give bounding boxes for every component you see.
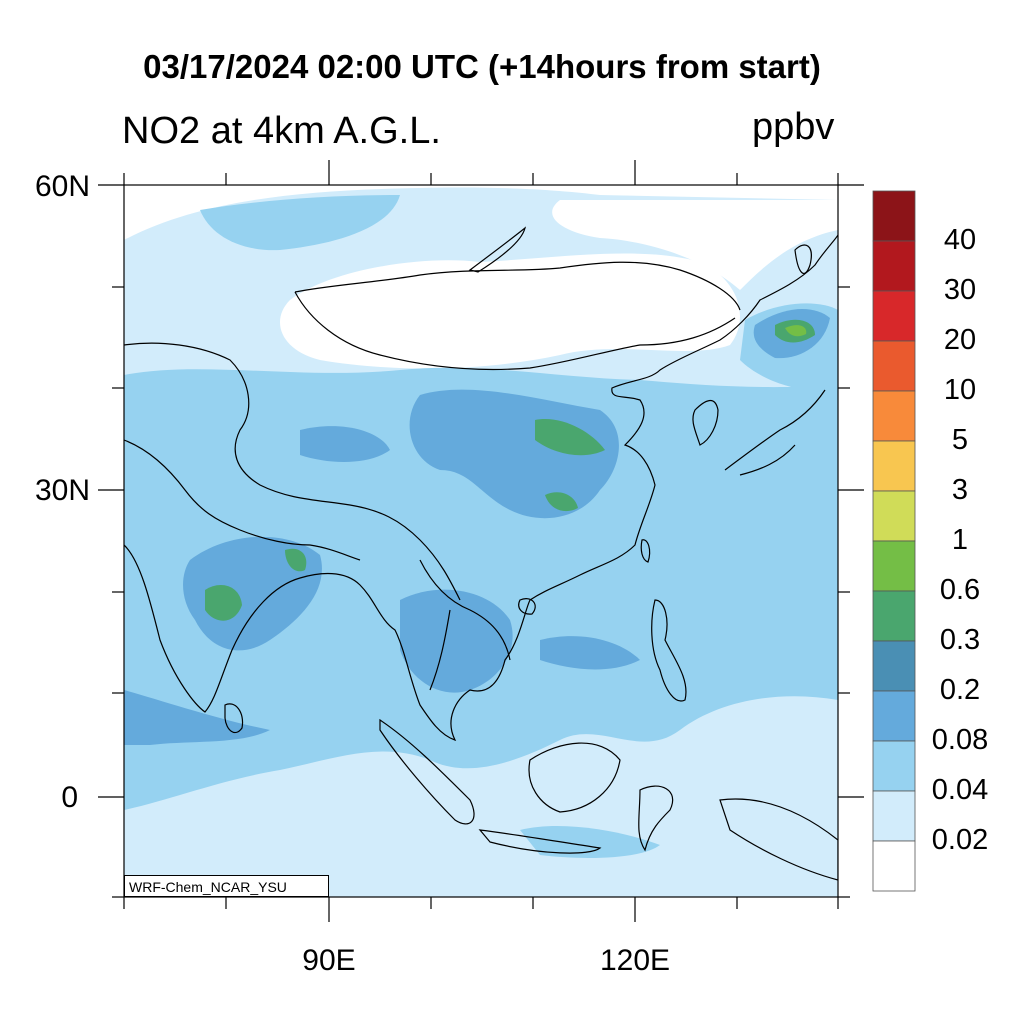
no2-contour-0.04-south: [520, 825, 660, 858]
colorbar-box-10: [872, 340, 916, 392]
java: [478, 829, 602, 854]
border-indochina: [419, 559, 511, 691]
colorbar-box-3: [872, 690, 916, 742]
colorbar-box-1: [872, 790, 916, 842]
baikal: [468, 226, 527, 273]
colorbar-box-9: [872, 390, 916, 442]
colorbar-box-6: [872, 540, 916, 592]
variable-title: NO2 at 4km A.G.L.: [122, 110, 441, 152]
units-label: ppbv: [752, 106, 835, 148]
no2-contour-0.3-china: [535, 419, 605, 456]
axis-ticks: [98, 160, 864, 922]
sakhalin: [794, 244, 812, 275]
borneo: [528, 742, 621, 813]
colorbar-label: 0.2: [939, 674, 981, 706]
no2-contour-0.08-china-w: [300, 426, 390, 462]
border-mongolia: [294, 261, 741, 371]
taiwan: [640, 539, 651, 563]
no2-field: [124, 185, 838, 897]
colorbar-label: 40: [943, 224, 977, 256]
colorbar-label: 0.08: [931, 724, 989, 756]
colorbar-label: 5: [951, 424, 969, 456]
no2-contour-0.3-china-s: [545, 492, 578, 512]
colorbar-box-7: [872, 490, 916, 542]
colorbar-box-11: [872, 290, 916, 342]
lat-label-30n: 30N: [34, 474, 90, 507]
no2-contour-0.08-india: [183, 536, 322, 651]
no2-contour-0.6-ne: [785, 325, 807, 337]
clean-region-ne: [552, 200, 838, 290]
sulawesi: [638, 785, 674, 852]
colorbar-label: 0.04: [931, 774, 989, 806]
main-title: 03/17/2024 02:00 UTC (+14hours from star…: [143, 48, 821, 85]
hainan: [518, 598, 536, 615]
colorbar-label: 0.6: [939, 574, 981, 606]
colorbar-label: 1: [951, 524, 969, 556]
colorbar-label: 20: [943, 324, 977, 356]
lon-label-120e: 120E: [599, 944, 671, 977]
colorbar-box-13: [872, 190, 916, 242]
colorbar: [872, 190, 916, 892]
colorbar-box-12: [872, 240, 916, 292]
colorbar-box-5: [872, 590, 916, 642]
asia-coast-south: [124, 234, 838, 742]
border-china-west: [124, 342, 461, 601]
model-credit: WRF-Chem_NCAR_YSU: [124, 875, 329, 897]
sri-lanka: [224, 703, 244, 733]
philippines: [651, 599, 687, 702]
colorbar-label: 10: [943, 374, 977, 406]
colorbar-label: 0.02: [931, 824, 989, 856]
colorbar-box-8: [872, 440, 916, 492]
japan: [724, 389, 826, 476]
no2-contour-0.08-china: [409, 389, 619, 519]
new-guinea: [719, 798, 838, 881]
coastlines: [124, 226, 838, 881]
colorbar-label: 30: [943, 274, 977, 306]
colorbar-label: 3: [951, 474, 969, 506]
no2-contour-0.08-ocean: [540, 636, 640, 670]
lon-label-90e: 90E: [302, 944, 356, 977]
no2-contour-0.04-north: [200, 195, 400, 251]
no2-contour-0.08-west: [124, 690, 270, 745]
border-india: [124, 439, 361, 561]
clean-region-north: [280, 253, 740, 369]
map-frame: [123, 184, 839, 898]
sumatra: [379, 718, 475, 825]
colorbar-label: 0.3: [939, 624, 981, 656]
no2-contour-0.3-bengal: [285, 548, 307, 572]
korea: [692, 400, 719, 446]
no2-contour-0.08-indochina: [400, 589, 513, 693]
lat-label-0: 0: [61, 781, 78, 814]
colorbar-box-0: [872, 840, 916, 892]
colorbar-box-2: [872, 740, 916, 792]
no2-contour-0.3-india: [205, 585, 242, 621]
lat-label-60n: 60N: [34, 170, 90, 203]
colorbar-box-4: [872, 640, 916, 692]
no2-contour-0.04: [124, 367, 838, 810]
